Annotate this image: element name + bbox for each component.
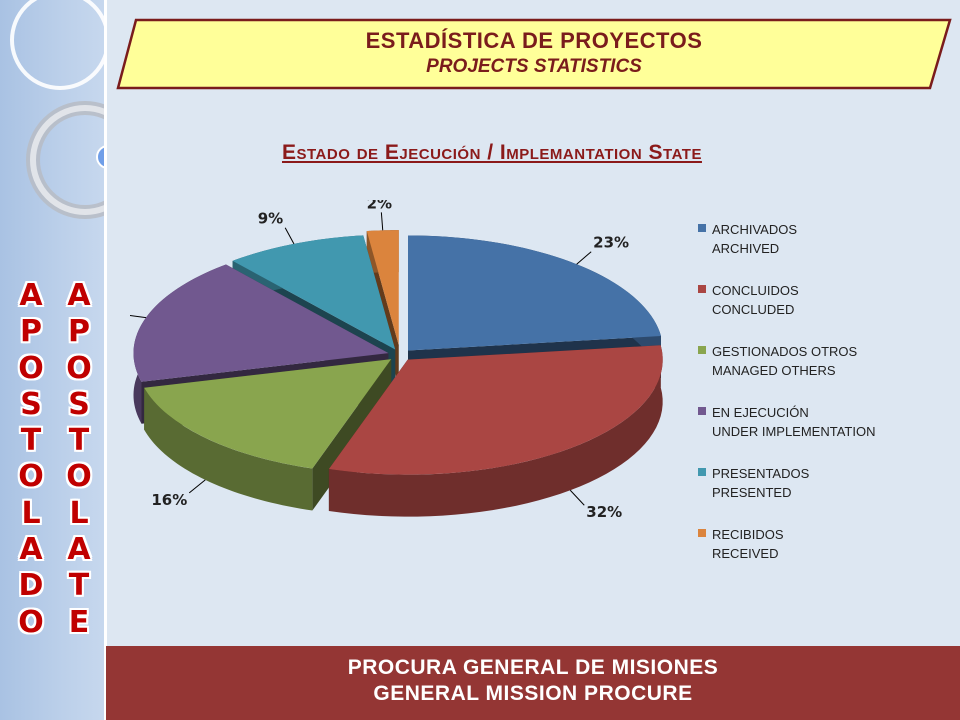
side-letter: L bbox=[69, 495, 89, 531]
pie-slice-top bbox=[366, 230, 399, 346]
legend-label: GESTIONADOS OTROS MANAGED OTHERS bbox=[712, 342, 857, 380]
legend-swatch bbox=[698, 529, 706, 537]
chart-title: Estado de Ejecución / Implemantation Sta… bbox=[282, 141, 702, 164]
side-letter: A bbox=[67, 532, 91, 568]
pie-slice-top bbox=[133, 264, 389, 382]
page-title: ESTADÍSTICA DE PROYECTOS bbox=[365, 28, 703, 53]
legend-swatch bbox=[698, 224, 706, 232]
pie-slice bbox=[144, 359, 392, 511]
pie-leader-line bbox=[284, 227, 295, 245]
side-letter: T bbox=[68, 423, 90, 459]
side-letter: O bbox=[18, 604, 44, 640]
pie-slice-top bbox=[144, 359, 392, 469]
legend-label-en: ARCHIVED bbox=[712, 241, 780, 256]
legend-label: PRESENTADOS PRESENTED bbox=[712, 464, 809, 502]
pie-slice-top bbox=[408, 235, 661, 351]
legend-swatch bbox=[698, 468, 706, 476]
legend-label-es: RECIBIDOS bbox=[712, 527, 784, 542]
legend-label-en: UNDER IMPLEMENTATION bbox=[712, 424, 876, 439]
pie-leader-line bbox=[130, 314, 147, 319]
side-divider bbox=[104, 0, 107, 720]
legend-label-en: MANAGED OTHERS bbox=[712, 363, 836, 378]
legend-swatch bbox=[698, 285, 706, 293]
pie-chart: 23%32%16%18%9%2% bbox=[130, 200, 663, 521]
legend-label-es: PRESENTADOS bbox=[712, 466, 810, 481]
footer-line-2: GENERAL MISSION PROCURE bbox=[373, 682, 693, 705]
decorative-rings bbox=[10, 0, 106, 219]
legend-label-en: CONCLUDED bbox=[712, 302, 795, 317]
side-letter: L bbox=[21, 495, 41, 531]
side-letter: S bbox=[20, 386, 42, 422]
legend-label-en: PRESENTED bbox=[712, 485, 792, 500]
side-letter: A bbox=[19, 278, 43, 313]
side-letter: A bbox=[19, 532, 43, 568]
legend-label: RECIBIDOS RECEIVED bbox=[712, 525, 784, 563]
side-letter: O bbox=[66, 459, 92, 495]
pie-value-label: 2% bbox=[367, 200, 392, 212]
legend-label-es: EN EJECUCIÓN bbox=[712, 405, 809, 420]
side-letter: P bbox=[68, 314, 90, 350]
pie-value-label: 32% bbox=[586, 503, 622, 521]
pie-leader-line bbox=[188, 479, 206, 494]
side-letter: A bbox=[67, 278, 91, 313]
pie-slice bbox=[328, 345, 663, 517]
header-banner: ESTADÍSTICA DE PROYECTOS PROJECTS STATIS… bbox=[116, 18, 952, 90]
pie-value-label: 16% bbox=[151, 491, 187, 509]
side-letter: O bbox=[18, 350, 44, 386]
legend-label: ARCHIVADOS ARCHIVED bbox=[712, 220, 797, 258]
legend-label-es: ARCHIVADOS bbox=[712, 222, 797, 237]
legend-label-en: RECEIVED bbox=[712, 546, 779, 561]
side-letter: P bbox=[20, 314, 42, 350]
header-banner-shape bbox=[116, 18, 952, 90]
footer-bar: PROCURA GENERAL DE MISIONES GENERAL MISS… bbox=[106, 646, 960, 720]
legend-label-es: GESTIONADOS OTROS bbox=[712, 344, 858, 359]
pie-slice-top bbox=[328, 345, 663, 475]
side-letter: T bbox=[20, 423, 42, 459]
pie-leader-line bbox=[576, 251, 592, 265]
legend-swatch bbox=[698, 346, 706, 354]
legend-swatch bbox=[698, 407, 706, 415]
side-letter: T bbox=[68, 568, 90, 604]
pie-leader-line bbox=[569, 489, 585, 506]
side-letter: D bbox=[18, 568, 44, 604]
legend-label: CONCLUIDOS CONCLUDED bbox=[712, 281, 799, 319]
pie-leader-line bbox=[380, 212, 384, 231]
page-subtitle: PROJECTS STATISTICS bbox=[426, 56, 642, 77]
pie-slice-top bbox=[232, 235, 396, 350]
pie-value-label: 23% bbox=[593, 234, 629, 252]
pie-slice-rim bbox=[328, 345, 663, 517]
side-letter: O bbox=[18, 459, 44, 495]
side-letter: S bbox=[68, 386, 90, 422]
pie-value-label: 9% bbox=[258, 210, 283, 228]
side-letter: O bbox=[66, 350, 92, 386]
legend-label-es: CONCLUIDOS bbox=[712, 283, 799, 298]
footer-line-1: PROCURA GENERAL DE MISIONES bbox=[347, 656, 719, 679]
legend-label: EN EJECUCIÓN UNDER IMPLEMENTATION bbox=[712, 403, 875, 441]
pie-slice-rim bbox=[144, 387, 313, 511]
side-letter: E bbox=[68, 604, 90, 640]
